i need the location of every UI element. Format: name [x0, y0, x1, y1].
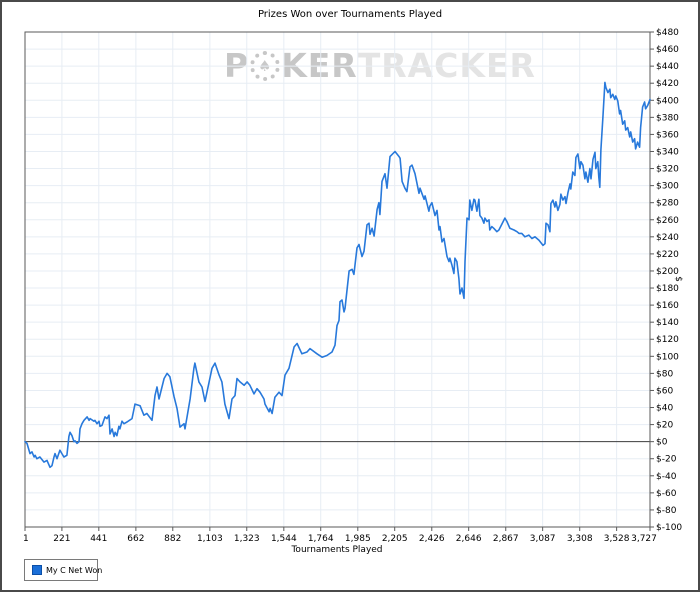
y-tick-label: $-100: [656, 523, 682, 533]
x-tick-label: 1,985: [345, 534, 371, 544]
x-tick-label: 2,867: [493, 534, 519, 544]
x-tick-label: 2,426: [419, 534, 445, 544]
x-tick-label: 3,087: [530, 534, 556, 544]
net-won-line: [24, 81, 651, 469]
y-tick-label: $100: [656, 352, 679, 362]
x-tick-label: 441: [90, 534, 107, 544]
legend-swatch-icon: [32, 565, 42, 575]
y-tick-label: $-40: [656, 472, 677, 482]
y-tick-label: $200: [656, 267, 679, 277]
x-tick-label: 1,764: [308, 534, 334, 544]
x-tick-label: 1,323: [234, 534, 260, 544]
x-tick-label: 3,528: [604, 534, 630, 544]
y-tick-label: $-80: [656, 506, 677, 516]
legend[interactable]: My C Net Won: [24, 559, 102, 581]
x-tick-label: 3,727: [631, 534, 657, 544]
y-tick-label: $0: [656, 438, 668, 448]
x-axis-title: Tournaments Played: [290, 545, 382, 555]
y-tick-label: $-60: [656, 489, 677, 499]
y-tick-label: $480: [656, 28, 679, 38]
x-tick-label: 882: [164, 534, 181, 544]
y-axis-title: $: [673, 276, 683, 282]
x-tick-label: 2,646: [456, 534, 482, 544]
x-tick-label: 1,544: [271, 534, 297, 544]
y-tick-label: $360: [656, 130, 679, 140]
y-tick-label: $220: [656, 250, 679, 260]
y-tick-label: $320: [656, 165, 679, 175]
legend-label: My C Net Won: [46, 565, 103, 575]
x-tick-label: 662: [127, 534, 144, 544]
y-tick-label: $340: [656, 147, 679, 157]
y-tick-label: $40: [656, 404, 673, 414]
y-tick-label: $380: [656, 113, 679, 123]
y-tick-label: $160: [656, 301, 679, 311]
y-tick-label: $420: [656, 79, 679, 89]
y-tick-label: $180: [656, 284, 679, 294]
y-tick-label: $400: [656, 96, 679, 106]
y-tick-label: $-20: [656, 455, 677, 465]
y-tick-label: $240: [656, 233, 679, 243]
y-tick-label: $280: [656, 199, 679, 209]
y-tick-label: $120: [656, 335, 679, 345]
x-tick-label: 1,103: [197, 534, 223, 544]
watermark-text-ker: KER: [281, 46, 358, 85]
y-tick-label: $260: [656, 216, 679, 226]
y-tick-label: $80: [656, 369, 673, 379]
y-tick-label: $60: [656, 386, 673, 396]
x-tick-label: 221: [53, 534, 70, 544]
x-tick-label: 3,308: [567, 534, 593, 544]
y-tick-label: $20: [656, 421, 673, 431]
chart-title: Prizes Won over Tournaments Played: [257, 9, 443, 20]
watermark-text-p: P: [224, 46, 250, 85]
y-tick-label: $300: [656, 182, 679, 192]
y-tick-label: $140: [656, 318, 679, 328]
x-tick-label: 1: [23, 534, 29, 544]
y-tick-label: $440: [656, 62, 679, 72]
x-tick-label: 2,205: [382, 534, 408, 544]
y-tick-label: $460: [656, 45, 679, 55]
plot-border: [24, 31, 651, 528]
